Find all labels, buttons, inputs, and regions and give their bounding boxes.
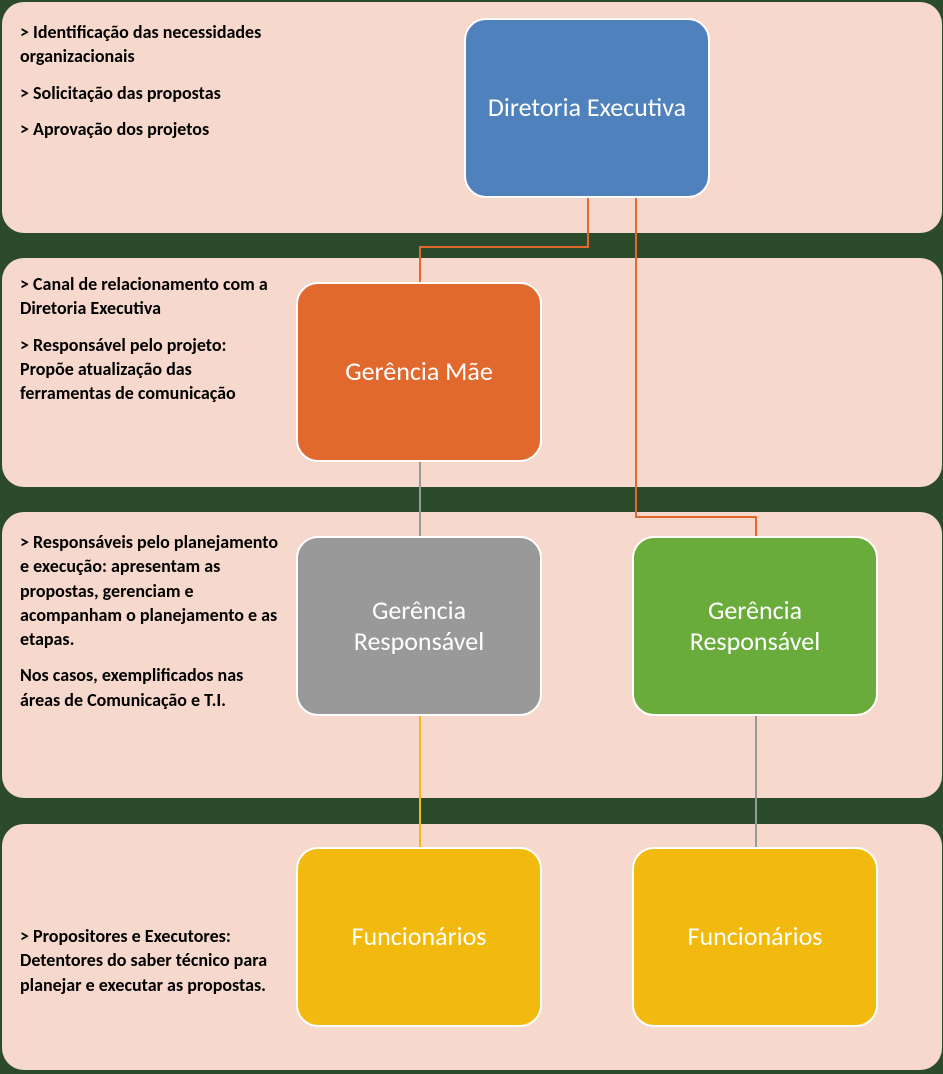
connector-diretoria-to-green-v1 (635, 198, 637, 516)
connector-green-to-func2 (755, 716, 757, 847)
connector-diretoria-left (419, 246, 589, 248)
panel-gerencia-mae-text: > Canal de relacionamento com a Diretori… (20, 272, 280, 417)
p2-line-2: > Responsável pelo projeto: Propõe atual… (20, 334, 236, 405)
node-gerencia-mae-label: Gerência Mãe (345, 356, 493, 387)
node-gerencia-responsavel-green: Gerência Responsável (632, 536, 878, 716)
node-func1-label: Funcionários (352, 921, 487, 952)
node-ger-resp-2-label: Gerência Responsável (648, 595, 862, 657)
connector-diretoria-to-green-v2 (755, 516, 757, 536)
p1-line-1: > Identificação das necessidades organiz… (20, 21, 261, 67)
node-gerencia-responsavel-grey: Gerência Responsável (296, 536, 542, 716)
connector-diretoria-down (587, 198, 589, 246)
connector-mae-to-grey (419, 462, 421, 536)
connector-diretoria-to-green-h (635, 516, 755, 518)
connector-grey-to-func1 (419, 716, 421, 847)
node-func2-label: Funcionários (688, 921, 823, 952)
node-gerencia-mae: Gerência Mãe (296, 282, 542, 462)
node-ger-resp-1-label: Gerência Responsável (312, 595, 526, 657)
p4-line-1: > Propositores e Executores: Detentores … (20, 925, 267, 996)
connector-to-gerencia-mae (419, 246, 421, 282)
p1-line-3: > Aprovação dos projetos (20, 118, 209, 140)
panel-gerencia-responsavel-text: > Responsáveis pelo planejamento e execu… (20, 530, 280, 724)
node-funcionarios-2: Funcionários (632, 847, 878, 1027)
p1-line-2: > Solicitação das propostas (20, 82, 221, 104)
diagram-canvas: > Identificação das necessidades organiz… (0, 0, 943, 1074)
panel-diretoria-text: > Identificação das necessidades organiz… (20, 20, 280, 153)
panel-funcionarios-text: > Propositores e Executores: Detentores … (20, 924, 280, 1009)
node-diretoria-label: Diretoria Executiva (488, 92, 686, 123)
node-funcionarios-1: Funcionários (296, 847, 542, 1027)
p2-line-1: > Canal de relacionamento com a Diretori… (20, 273, 268, 319)
p3-line-1: > Responsáveis pelo planejamento e execu… (20, 531, 278, 650)
node-diretoria-executiva: Diretoria Executiva (464, 18, 710, 198)
p3-line-2: Nos casos, exemplificados nas áreas de C… (20, 664, 243, 710)
